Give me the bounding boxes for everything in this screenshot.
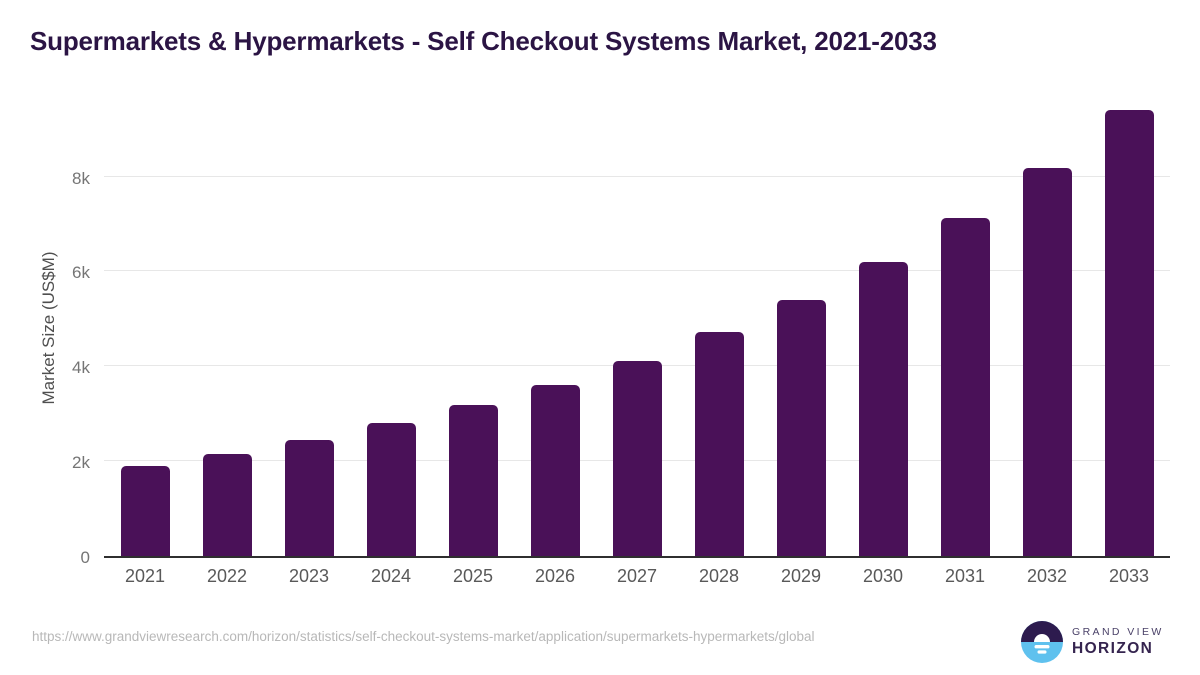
source-url: https://www.grandviewresearch.com/horizo… [32, 629, 815, 644]
bar-2026 [530, 385, 580, 556]
bar-2024 [366, 423, 416, 556]
x-tick-label-2022: 2022 [206, 566, 248, 586]
y-tick-label-4k: 4k [72, 358, 90, 378]
x-tick-label-2027: 2027 [616, 566, 658, 586]
bar-2032 [1022, 168, 1072, 556]
y-tick-label-6k: 6k [72, 263, 90, 283]
bar-2033 [1104, 110, 1154, 556]
bar-2022 [202, 454, 252, 556]
y-tick-label-8k: 8k [72, 168, 90, 188]
bar-2025 [448, 405, 498, 556]
horizon-sunset-icon [1021, 621, 1063, 663]
logo-product-name: HORIZON [1072, 640, 1154, 657]
x-tick-label-2033: 2033 [1108, 566, 1150, 586]
bar-2029 [776, 300, 826, 556]
x-tick-label-2024: 2024 [370, 566, 412, 586]
x-tick-label-2021: 2021 [124, 566, 166, 586]
x-axis-labels: 2021 2022 2023 2024 2025 2026 2027 2028 2029 2030… [104, 566, 1170, 587]
y-tick-label-0: 0 [80, 548, 90, 567]
gridline-8k [104, 175, 1170, 177]
y-axis-tick-labels: 0 2k 4k 6k 8k [0, 95, 90, 568]
x-tick-label-2028: 2028 [698, 566, 740, 586]
chart-title: Supermarkets & Hypermarkets - Self Check… [30, 26, 937, 56]
bar-2021 [120, 466, 170, 556]
x-tick-label-2032: 2032 [1026, 566, 1068, 586]
brand-logo: GRAND VIEW HORIZON [1021, 621, 1164, 663]
x-tick-label-2030: 2030 [862, 566, 904, 586]
y-tick-label-2k: 2k [72, 453, 90, 473]
x-tick-label-2029: 2029 [780, 566, 822, 586]
x-tick-label-2026: 2026 [534, 566, 576, 586]
gridline-6k [104, 270, 1170, 272]
bar-2023 [284, 440, 334, 556]
plot-area [104, 95, 1170, 558]
logo-wordmark: GRAND VIEW HORIZON [1072, 626, 1164, 658]
bar-2031 [940, 218, 990, 556]
bar-2027 [612, 361, 662, 556]
bar-2030 [858, 262, 908, 556]
bar-2028 [694, 332, 744, 556]
x-tick-label-2025: 2025 [452, 566, 494, 586]
logo-brand-name: GRAND VIEW [1072, 626, 1164, 638]
x-tick-label-2031: 2031 [944, 566, 986, 586]
x-tick-label-2023: 2023 [288, 566, 330, 586]
